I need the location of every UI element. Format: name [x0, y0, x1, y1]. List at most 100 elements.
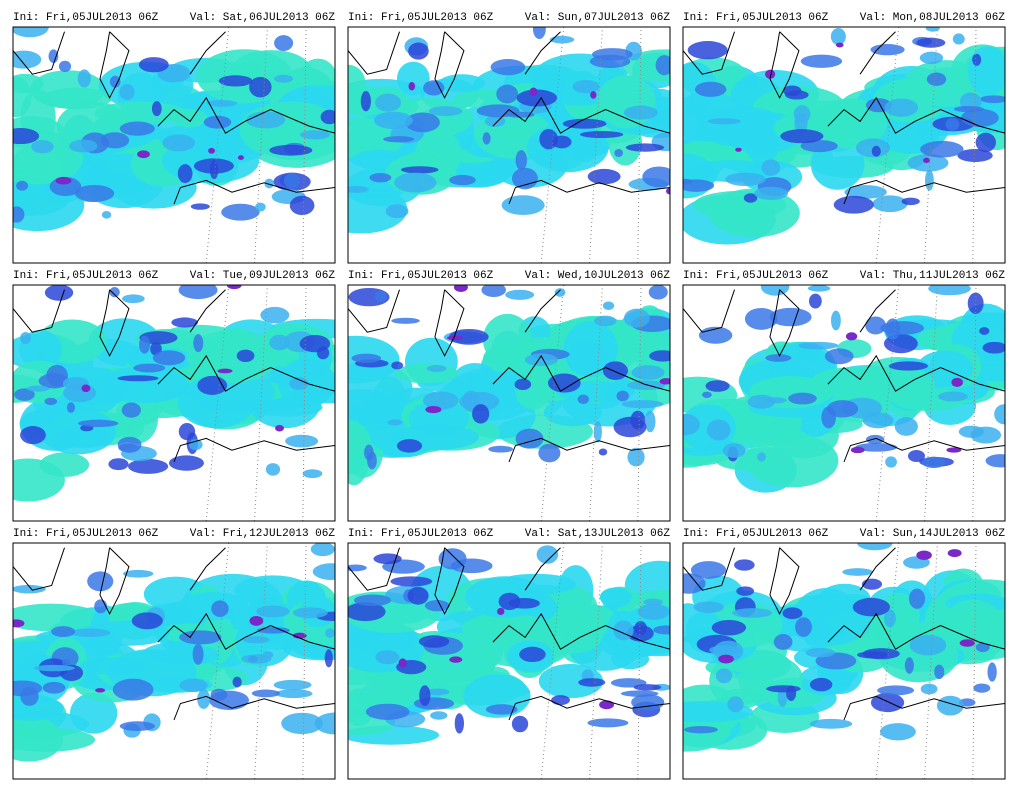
precip-core — [424, 600, 450, 612]
precip-core — [800, 139, 838, 153]
precip-core — [44, 285, 74, 301]
coastline — [843, 179, 1005, 205]
precip-peak — [55, 176, 72, 185]
precip-core — [211, 600, 229, 617]
precip-core — [961, 108, 999, 127]
precip-core — [171, 317, 198, 328]
precip-core — [44, 397, 58, 406]
coastline — [173, 179, 335, 205]
init-label: Ini: Fri,05JUL2013 06Z — [683, 528, 829, 540]
map-frame — [347, 26, 671, 264]
precip-core — [66, 402, 76, 413]
precip-core — [722, 443, 746, 458]
precip-core — [926, 72, 947, 86]
precip-core — [70, 628, 111, 637]
precip-core — [249, 76, 272, 98]
precip-core — [934, 664, 945, 680]
precip-core — [138, 57, 169, 73]
map-panel — [683, 543, 1005, 779]
precip-core — [119, 121, 155, 136]
precip-core — [221, 203, 260, 221]
precip-core — [109, 75, 121, 88]
precip-core — [870, 44, 905, 56]
precip-peak — [951, 377, 963, 387]
init-label: Ini: Fri,05JUL2013 06Z — [13, 12, 159, 24]
coastline — [492, 612, 670, 650]
precip-area — [415, 129, 462, 179]
precip-core — [539, 128, 558, 150]
precip-peak — [408, 82, 416, 91]
precip-core — [390, 576, 433, 587]
graticule — [254, 285, 268, 521]
precip-core — [292, 607, 328, 619]
precip-core — [438, 548, 467, 570]
precip-core — [549, 35, 575, 44]
valid-label: Val: Fri,12JUL2013 06Z — [190, 528, 336, 540]
precip-core — [909, 634, 947, 656]
precip-peak — [850, 446, 865, 454]
precip-peak — [13, 619, 25, 628]
precip-area — [169, 108, 208, 128]
precip-peak — [845, 332, 858, 341]
precip-core — [945, 118, 960, 131]
precip-core — [179, 678, 208, 693]
map-panel — [348, 285, 670, 521]
precip-core — [765, 354, 792, 362]
precip-core — [743, 193, 758, 203]
coastline — [492, 354, 670, 392]
precip-core — [621, 400, 664, 409]
coastline — [524, 289, 561, 333]
precip-area — [394, 363, 459, 384]
precip-peak — [292, 632, 307, 639]
precip-core — [587, 718, 629, 728]
precip-core — [979, 327, 990, 335]
precip-core — [936, 695, 964, 716]
precip-core — [788, 392, 817, 405]
precip-core — [232, 676, 242, 688]
precip-core — [973, 683, 991, 693]
coastline — [99, 289, 130, 357]
precip-peak — [95, 688, 106, 693]
precip-peak — [497, 607, 505, 616]
precip-core — [982, 341, 1005, 354]
precip-core — [490, 58, 526, 76]
precip-core — [243, 636, 270, 644]
precip-core — [637, 603, 670, 620]
precip-core — [844, 185, 887, 199]
precip-peak — [208, 147, 216, 154]
precip-core — [800, 54, 843, 68]
precip-core — [754, 186, 789, 201]
precip-core — [454, 713, 464, 734]
precip-core — [472, 404, 490, 424]
precip-core — [511, 715, 529, 733]
precip-area — [708, 188, 800, 238]
precip-core — [907, 450, 925, 462]
precip-core — [920, 683, 938, 695]
init-label: Ini: Fri,05JUL2013 06Z — [348, 528, 494, 540]
precip-core — [405, 112, 440, 133]
precip-peak — [217, 368, 233, 374]
precip-core — [702, 391, 712, 398]
precip-core — [598, 448, 608, 456]
precip-peak — [227, 285, 242, 290]
precip-core — [324, 649, 333, 668]
precip-core — [274, 35, 294, 51]
precip-core — [830, 27, 846, 46]
precip-core — [396, 439, 423, 453]
precip-core — [394, 172, 437, 193]
graticule — [589, 285, 603, 521]
coastline — [492, 96, 670, 134]
precip-core — [375, 650, 400, 665]
precip-core — [13, 584, 46, 594]
precip-core — [407, 586, 429, 605]
precip-core — [348, 185, 369, 193]
precip-core — [289, 377, 309, 391]
precip-core — [428, 106, 463, 116]
precip-area — [611, 648, 650, 670]
precip-core — [449, 174, 476, 186]
graticule — [924, 27, 938, 263]
precip-core — [320, 109, 335, 125]
precip-core — [694, 81, 727, 97]
precip-core — [715, 668, 733, 684]
precip-area — [451, 363, 499, 403]
